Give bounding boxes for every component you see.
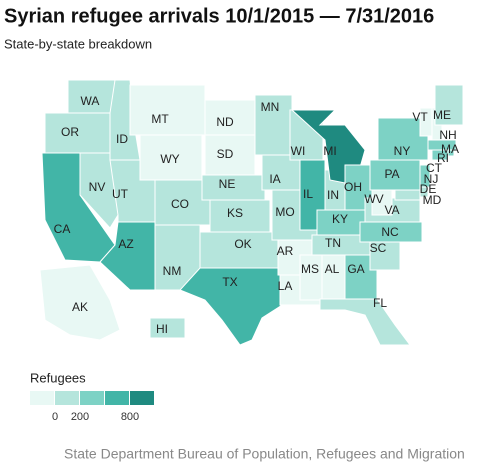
state — [431, 149, 449, 161]
state-label: ME — [433, 108, 451, 122]
state — [319, 298, 411, 346]
legend-title: Refugees — [30, 370, 86, 385]
state — [419, 164, 431, 188]
state-label: MA — [441, 142, 459, 156]
state-label: NE — [219, 177, 236, 191]
state-label: MD — [423, 193, 442, 207]
legend-swatch — [130, 391, 154, 405]
state — [149, 317, 186, 339]
legend-tick-label: 800 — [121, 411, 139, 423]
state-label: LA — [278, 279, 293, 293]
state-label: MN — [261, 100, 280, 114]
state-label: NV — [89, 180, 106, 194]
state-label: CO — [171, 197, 189, 211]
state-label: AR — [277, 244, 294, 258]
state-label: IN — [327, 188, 339, 202]
state-label: NC — [381, 225, 399, 239]
state — [39, 264, 121, 341]
state — [129, 84, 206, 136]
legend-swatch — [105, 391, 129, 405]
state-label: IL — [303, 187, 313, 201]
state-label: FL — [373, 296, 387, 310]
state-label: WI — [291, 144, 306, 158]
legend-swatch — [55, 391, 79, 405]
state-label: AZ — [118, 237, 133, 251]
state-label: SD — [217, 147, 234, 161]
state-label: RI — [437, 151, 449, 165]
subtitle: State-by-state breakdown — [4, 36, 152, 51]
state-label: WV — [364, 192, 383, 206]
state-label: MS — [301, 262, 319, 276]
state-label: AK — [72, 300, 88, 314]
title: Syrian refugee arrivals 10/1/2015 — 7/31… — [4, 5, 434, 27]
state-label: OH — [344, 180, 362, 194]
state-label: CT — [426, 161, 443, 175]
state — [427, 139, 457, 151]
state-map — [39, 79, 464, 346]
state-label: WY — [160, 152, 179, 166]
state-label: AL — [325, 262, 340, 276]
state-label: MT — [151, 112, 169, 126]
legend-tick-label: 0 — [52, 411, 58, 423]
legend-tick-label: 200 — [71, 411, 89, 423]
source: State Department Bureau of Population, R… — [64, 446, 465, 462]
state-label: OR — [61, 125, 79, 139]
state-label: GA — [347, 262, 364, 276]
legend-swatch — [30, 391, 54, 405]
state-label: VT — [412, 110, 428, 124]
legend-swatch — [80, 391, 104, 405]
state-labels: WA OR CA NV ID MT WY UT CO AZ NM ND SD NE KS TX OK MN IA MO… — [54, 94, 459, 336]
state-label: DE — [420, 182, 437, 196]
state-label: VA — [384, 203, 399, 217]
state-label: KS — [227, 206, 243, 220]
state-label: PA — [384, 167, 399, 181]
state — [99, 221, 156, 291]
state-label: MI — [323, 144, 336, 158]
state-label: IA — [269, 172, 280, 186]
state — [394, 189, 421, 201]
state — [434, 84, 464, 126]
state-label: CA — [54, 222, 71, 236]
state — [377, 117, 429, 161]
state-label: KY — [332, 212, 348, 226]
state-label: NH — [439, 128, 456, 142]
state-label: TN — [325, 236, 341, 250]
state-label: NJ — [424, 172, 439, 186]
state-label: NM — [163, 264, 182, 278]
state-label: NY — [394, 144, 411, 158]
state-label: TX — [222, 275, 237, 289]
state-label: ID — [116, 132, 128, 146]
state-label: HI — [156, 322, 168, 336]
state-label: ND — [216, 115, 234, 129]
state-label: WA — [81, 94, 100, 108]
legend: 0 200 800 — [30, 391, 154, 423]
state-label: MO — [275, 205, 294, 219]
state-label: UT — [112, 187, 129, 201]
state-label: OK — [234, 237, 251, 251]
state-label: SC — [370, 241, 387, 255]
